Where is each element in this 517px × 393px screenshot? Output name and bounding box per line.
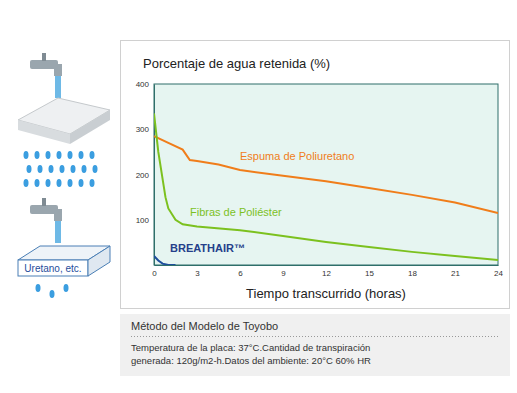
tick-label: 21 (451, 269, 460, 278)
series-label: Espuma de Poliuretano (240, 150, 354, 162)
drop (46, 179, 51, 187)
faucet-handle (42, 198, 46, 206)
tick: 21 (451, 265, 460, 278)
drop (46, 151, 51, 159)
chart-title: Porcentaje de agua retenida (%) (143, 56, 330, 71)
series-label: BREATHAIR™ (170, 242, 245, 254)
drop (82, 165, 87, 173)
chart-panel (121, 41, 510, 309)
drop (60, 165, 65, 173)
chart-svg: Porcentaje de agua retenida (%)100200300… (0, 0, 517, 393)
tick-label: 3 (195, 269, 200, 278)
tick-label: 24 (494, 269, 503, 278)
drop (79, 179, 84, 187)
tick: 400 (136, 80, 154, 89)
tick: 6 (238, 265, 243, 278)
drop (50, 290, 55, 298)
method-title: Método del Modelo de Toyobo (131, 320, 278, 332)
drop (27, 165, 32, 173)
series-line (154, 136, 498, 213)
x-axis: 0 3 6 9 12 15 18 21 24 (152, 265, 503, 278)
series-label: Fibras de Poliéster (190, 206, 282, 218)
drop (93, 165, 98, 173)
axis-line (155, 265, 499, 266)
method-text: generada: 120g/m2-h.Datos del ambiente: … (131, 355, 371, 366)
drop (68, 151, 73, 159)
method-text: Temperatura de la placa: 37°C.Cantidad d… (131, 342, 370, 353)
drop (38, 165, 43, 173)
tick-label: 0 (152, 269, 157, 278)
tick: 18 (408, 265, 417, 278)
series-line (154, 113, 498, 260)
drop (90, 179, 95, 187)
drop (90, 151, 95, 159)
drop (79, 151, 84, 159)
tick: 0 (152, 265, 157, 278)
drop (57, 179, 62, 187)
drop (36, 284, 41, 292)
y-axis: 100 200 300 400 (136, 80, 155, 265)
tick-label: 200 (136, 171, 150, 180)
drop (71, 165, 76, 173)
series-group (154, 113, 498, 265)
tick-label: 300 (136, 125, 150, 134)
tick: 15 (365, 265, 374, 278)
tick: 9 (281, 265, 286, 278)
tick-label: 400 (136, 80, 150, 89)
drop (24, 179, 29, 187)
drop (24, 151, 29, 159)
tick: 100 (136, 216, 154, 225)
x-axis-title: Tiempo transcurrido (horas) (246, 286, 406, 301)
tick: 3 (195, 265, 200, 278)
faucet-body (30, 60, 58, 69)
tick: 12 (322, 265, 331, 278)
drop (57, 151, 62, 159)
water (55, 76, 61, 98)
drop (64, 284, 69, 292)
illustration: Uretano, etc. (18, 53, 110, 298)
tick-label: 6 (238, 269, 243, 278)
block-front (18, 260, 88, 276)
method-box (120, 314, 510, 376)
method-separator (131, 336, 500, 337)
series-line (154, 256, 176, 265)
drop (49, 165, 54, 173)
tick-label: 100 (136, 216, 150, 225)
plot-area (154, 84, 498, 265)
drop (68, 179, 73, 187)
tick-label: 15 (365, 269, 374, 278)
sponge-side (18, 120, 70, 144)
drop (35, 179, 40, 187)
tick-label: 18 (408, 269, 417, 278)
tick-label: 9 (281, 269, 286, 278)
faucet-body (30, 205, 58, 214)
faucet-handle (42, 53, 46, 61)
illustration-label: Uretano, etc. (24, 263, 81, 274)
faucet-head (54, 64, 62, 76)
drop (35, 151, 40, 159)
block-side (88, 246, 110, 276)
tick: 200 (136, 171, 154, 180)
tick: 300 (136, 125, 154, 134)
axis-line (154, 85, 155, 266)
sponge-side (70, 110, 110, 144)
tick-label: 12 (322, 269, 331, 278)
tick: 24 (494, 265, 503, 278)
water (55, 221, 61, 243)
faucet-head (54, 209, 62, 221)
